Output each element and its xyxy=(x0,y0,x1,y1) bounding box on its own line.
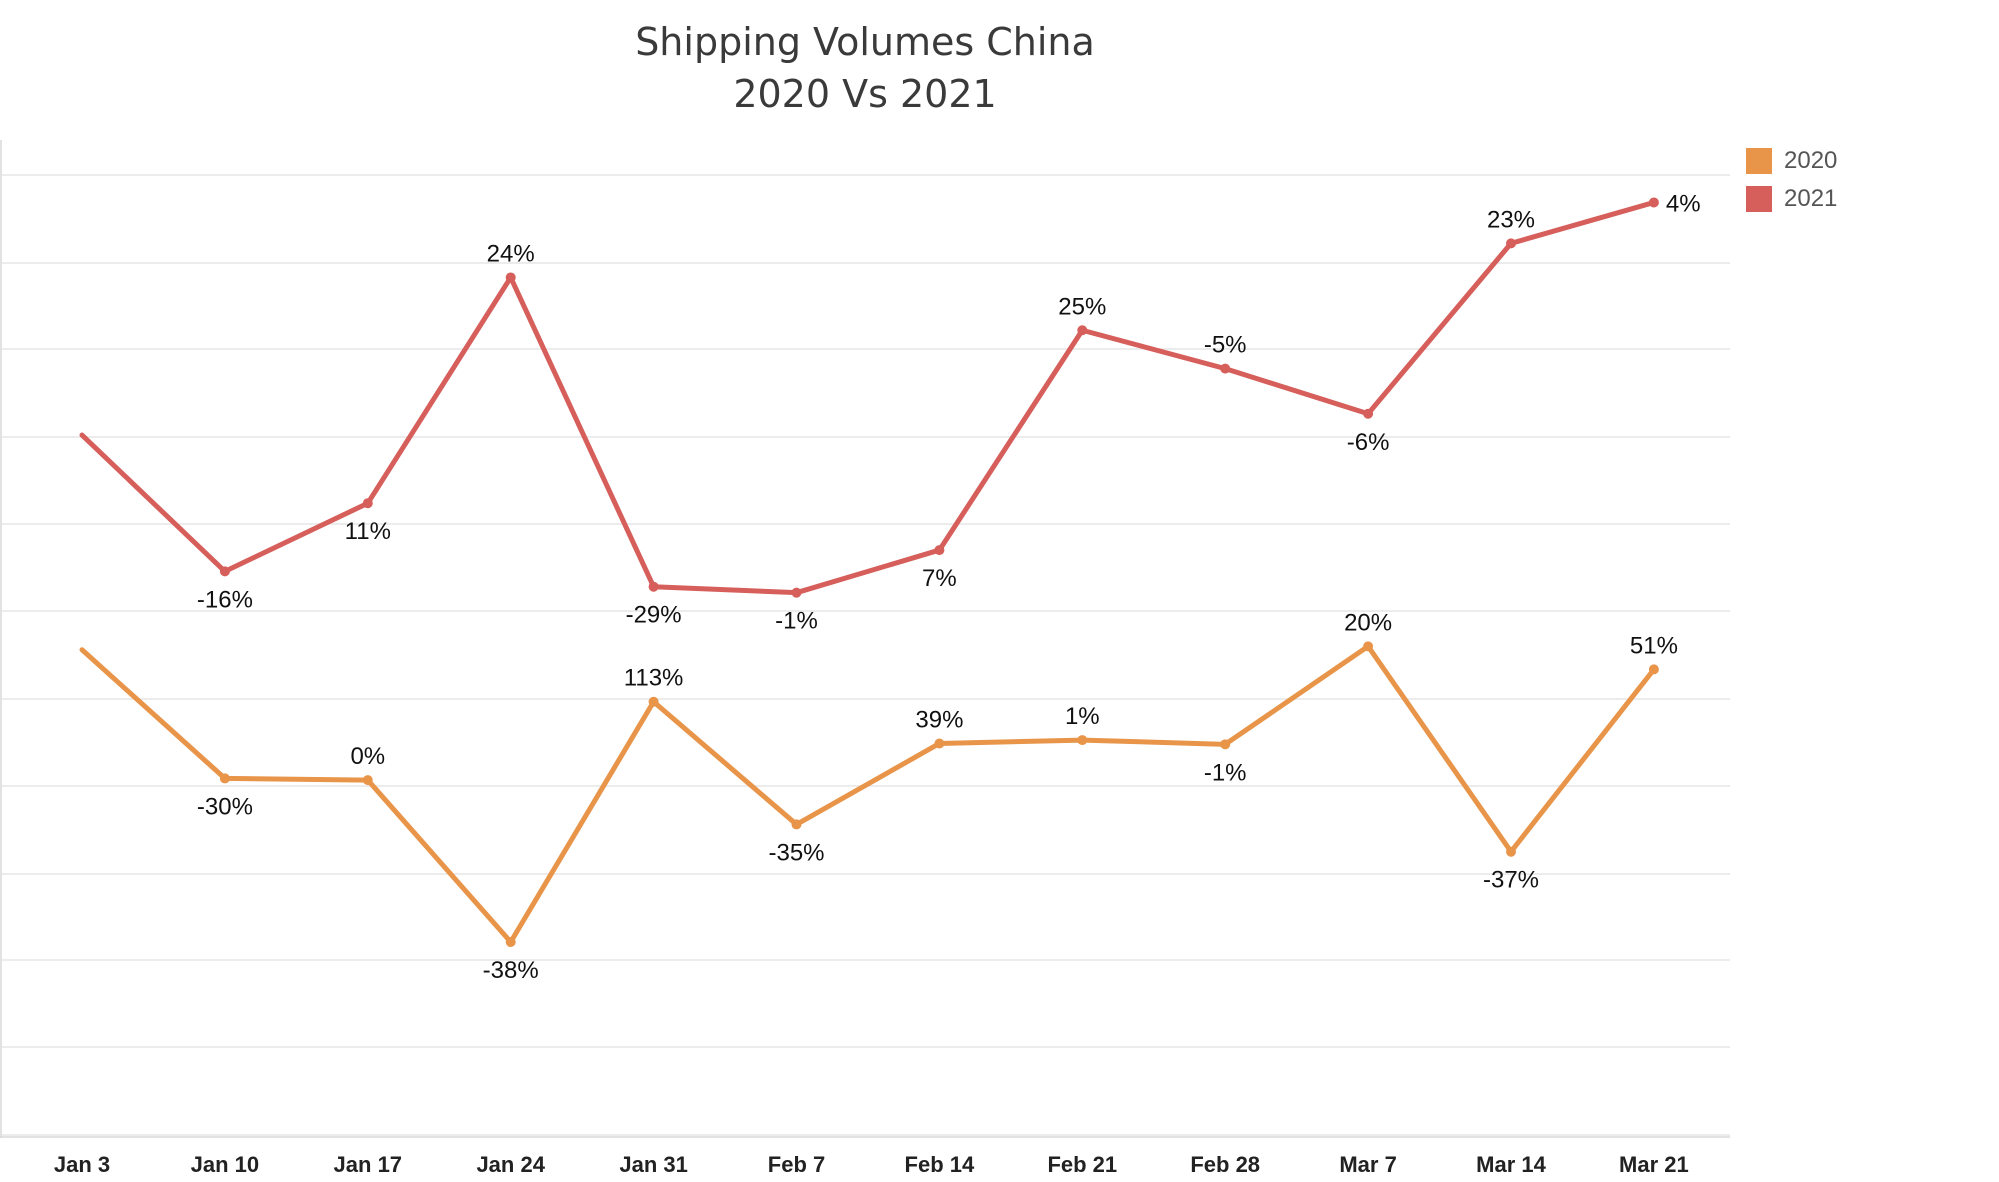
series-2020-data-label: -38% xyxy=(483,957,539,984)
series-2021-data-label: -6% xyxy=(1347,429,1390,456)
series-2020-point[interactable] xyxy=(1077,735,1088,746)
series-2021-point[interactable] xyxy=(505,272,516,283)
series-2020-data-label: -35% xyxy=(768,839,824,866)
x-tick-label: Feb 21 xyxy=(1047,1152,1117,1177)
series-2020-point[interactable] xyxy=(1220,739,1231,750)
x-tick-label: Feb 7 xyxy=(768,1152,825,1177)
series-2021-point[interactable] xyxy=(219,566,230,577)
series-2020-data-label: 1% xyxy=(1065,703,1100,730)
x-tick-label: Mar 14 xyxy=(1476,1152,1546,1177)
series-2020-data-label: 51% xyxy=(1630,632,1678,659)
series-layer: -16%11%24%-29% -1%7%25%-5%-6%23%4%-30%0%-… xyxy=(79,190,1701,984)
series-2020-line xyxy=(79,643,1657,945)
series-2021-point[interactable] xyxy=(1363,408,1374,419)
x-tick-label: Feb 28 xyxy=(1190,1152,1260,1177)
series-2020: -30% 0% -38% 113% -35% 39% 1% -1% 20% -37% 51% xyxy=(79,609,1678,984)
axis-lines xyxy=(0,140,1730,1138)
series-2021-data-label: -29% xyxy=(626,602,682,629)
series-2020-point[interactable] xyxy=(1648,664,1659,675)
series-2020-point[interactable] xyxy=(791,819,802,830)
x-tick-label: Mar 21 xyxy=(1619,1152,1689,1177)
series-2020-data-label: 113% xyxy=(624,665,684,692)
series-2021-point[interactable] xyxy=(1506,238,1516,249)
legend-item-2021[interactable]: 2021 xyxy=(1746,180,1837,218)
chart-title-line-1: Shipping Volumes China xyxy=(635,20,1095,64)
x-axis-ticks: Jan 3 Jan 10 Jan 17 Jan 24 Jan 31 Feb 7 Feb 14… xyxy=(54,1152,1689,1177)
series-2021-data-label: 7% xyxy=(922,565,957,592)
series-2020-point[interactable] xyxy=(362,775,373,786)
series-2021: -16% 11% 24% -29% -1% 7% 25% -5% -6% 23% 4% xyxy=(79,190,1701,635)
series-2020-point[interactable] xyxy=(1506,846,1516,857)
x-tick-label: Jan 24 xyxy=(476,1152,545,1177)
x-tick-label: Jan 31 xyxy=(619,1152,688,1177)
x-tick-label: Jan 10 xyxy=(191,1152,260,1177)
x-tick-label: Mar 7 xyxy=(1339,1152,1396,1177)
series-2020-point[interactable] xyxy=(934,738,945,749)
series-2021-point[interactable] xyxy=(362,498,373,509)
series-2021-point[interactable] xyxy=(648,581,659,592)
x-tick-label: Jan 3 xyxy=(54,1152,110,1177)
series-2020-point[interactable] xyxy=(648,696,659,707)
series-2021-point[interactable] xyxy=(934,545,945,556)
legend-label-2021: 2021 xyxy=(1784,185,1838,212)
series-2020-point[interactable] xyxy=(505,937,516,947)
series-2020-point[interactable] xyxy=(219,773,230,784)
series-2020-data-label: -1% xyxy=(1204,759,1247,786)
legend-label-2020: 2020 xyxy=(1784,147,1838,174)
x-tick-label: Jan 17 xyxy=(334,1152,403,1177)
series-2020-data-label: 39% xyxy=(915,706,963,733)
legend: 2020 2021 xyxy=(1746,142,1837,218)
series-2020-data-label: 20% xyxy=(1344,609,1392,636)
x-tick-label: Feb 14 xyxy=(905,1152,975,1177)
series-2021-point[interactable] xyxy=(1220,363,1231,374)
series-2021-point[interactable] xyxy=(1077,325,1088,336)
series-2021-data-label: -1% xyxy=(775,608,818,635)
series-2020-data-label: -30% xyxy=(197,793,253,820)
series-2021-data-label: -5% xyxy=(1204,332,1247,359)
series-2020-data-label: 0% xyxy=(350,743,385,770)
series-2021-data-label: 24% xyxy=(487,240,535,267)
series-2021-data-label: 23% xyxy=(1487,206,1535,233)
series-2020-data-label: -37% xyxy=(1483,867,1539,894)
series-2021-data-label: 4% xyxy=(1666,190,1701,217)
series-2021-data-label: 11% xyxy=(345,518,391,545)
legend-item-2020[interactable]: 2020 xyxy=(1746,142,1837,180)
series-2021-point[interactable] xyxy=(791,587,802,598)
series-2021-data-label: -16% xyxy=(197,586,253,613)
legend-swatch-2021 xyxy=(1746,186,1772,212)
gridlines xyxy=(0,174,1730,1136)
series-2021-line xyxy=(79,199,1657,596)
series-2020-point[interactable] xyxy=(1363,641,1374,652)
series-2021-point[interactable] xyxy=(1648,197,1659,208)
legend-swatch-2020 xyxy=(1746,148,1772,174)
chart-title-line-2: 2020 Vs 2021 xyxy=(733,72,997,116)
series-2021-data-label: 25% xyxy=(1058,293,1106,320)
